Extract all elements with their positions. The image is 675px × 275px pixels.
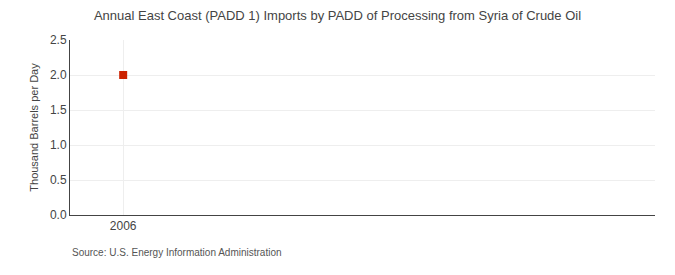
svg-text:2006: 2006	[110, 219, 137, 233]
svg-text:Thousand Barrels per Day: Thousand Barrels per Day	[28, 63, 40, 192]
svg-text:1.0: 1.0	[50, 138, 67, 152]
svg-text:1.5: 1.5	[50, 103, 67, 117]
svg-text:0.0: 0.0	[50, 208, 67, 222]
svg-text:0.5: 0.5	[50, 173, 67, 187]
svg-text:2.0: 2.0	[50, 68, 67, 82]
svg-text:2.5: 2.5	[50, 33, 67, 47]
svg-text:Source: U.S. Energy Informatio: Source: U.S. Energy Information Administ…	[72, 247, 282, 258]
svg-text:Annual East Coast (PADD 1) Imp: Annual East Coast (PADD 1) Imports by PA…	[94, 8, 581, 23]
